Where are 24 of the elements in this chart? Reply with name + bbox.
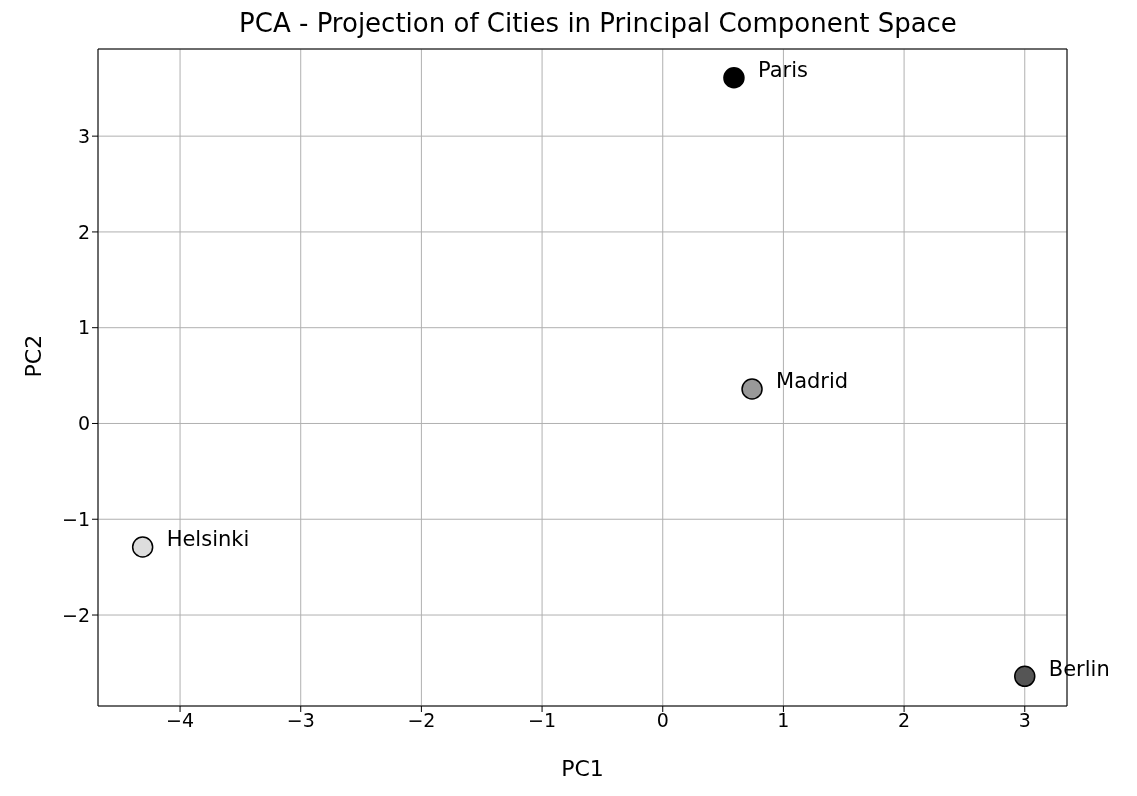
annotation: Madrid xyxy=(776,369,849,394)
y-tick-label: 3 xyxy=(77,124,90,147)
x-tick-label: −2 xyxy=(407,709,436,732)
point xyxy=(723,66,745,89)
x-tick-label: −1 xyxy=(528,709,557,732)
y-tick-label: −1 xyxy=(61,507,90,530)
chart-title: PCA - Projection of Cities in Principal Component Space xyxy=(238,8,958,40)
point xyxy=(1014,665,1036,688)
y-tick-label: 2 xyxy=(77,220,90,243)
y-axis-title: PC2 xyxy=(20,334,46,378)
annotation: Helsinki xyxy=(166,527,250,552)
x-tick-label: 2 xyxy=(898,709,911,732)
x-tick-label: 3 xyxy=(1018,709,1031,732)
x-tick-label: 0 xyxy=(656,709,669,732)
x-tick-label: −4 xyxy=(166,709,195,732)
y-tick-label: 1 xyxy=(77,316,90,339)
annotation: Paris xyxy=(757,58,808,83)
y-tick-label: −2 xyxy=(61,603,90,626)
y-tick-label: 0 xyxy=(77,412,90,435)
x-tick-label: −3 xyxy=(286,709,315,732)
point xyxy=(741,378,763,400)
point xyxy=(131,536,154,558)
x-tick-label: 1 xyxy=(777,709,790,732)
x-axis-title: PC1 xyxy=(561,756,604,781)
